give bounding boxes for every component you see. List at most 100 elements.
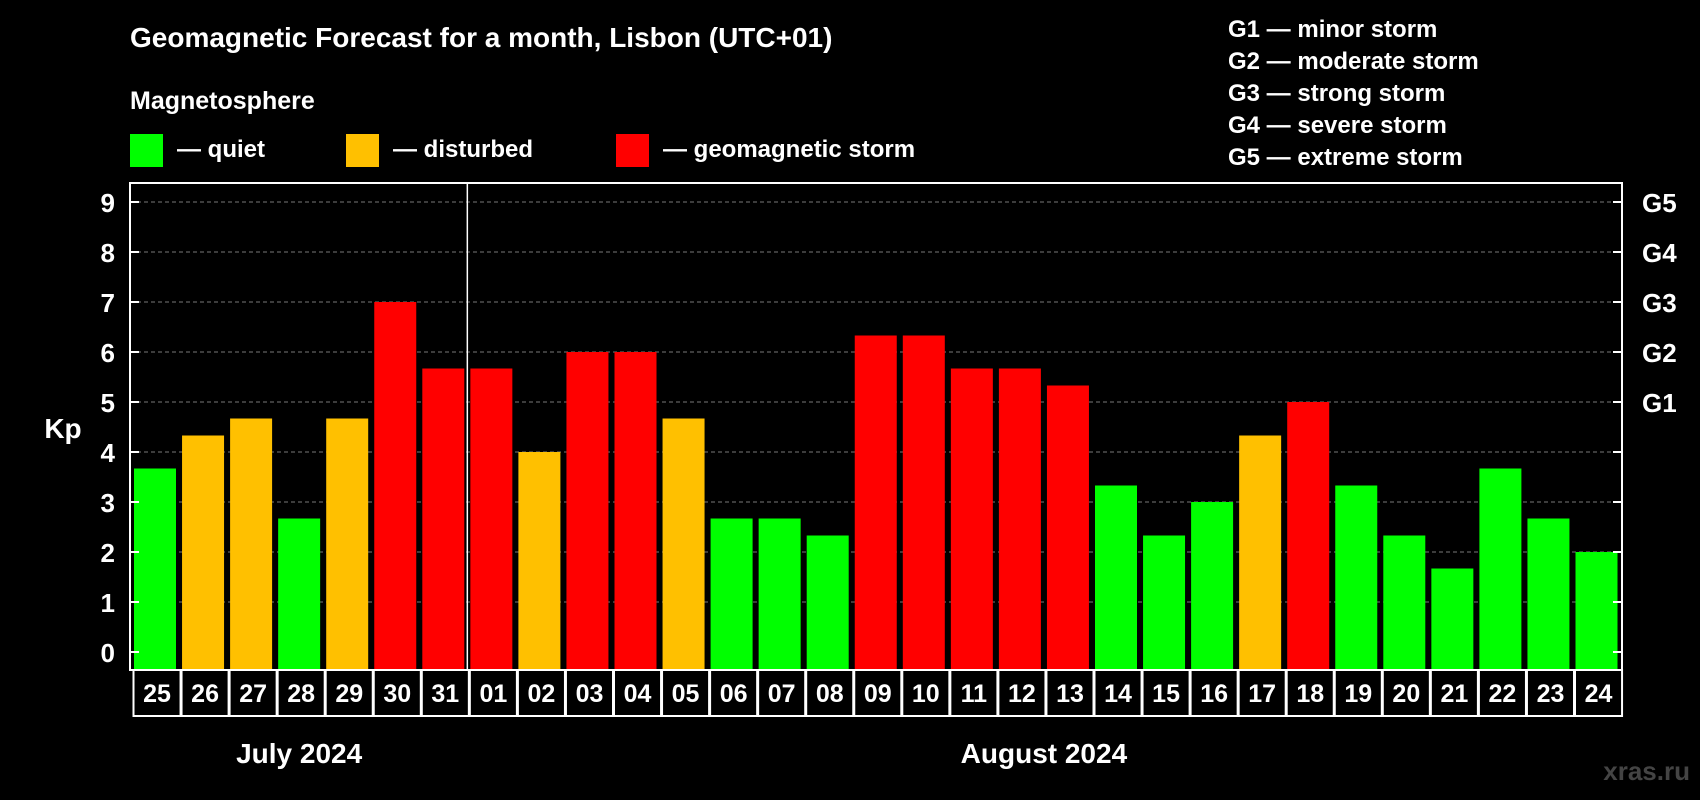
bar-12: [710, 518, 753, 670]
x-axis-dates: 25 26 27 28 29 30 31 01 02 03 04 05 06 07 08 09 10 11 12 13…: [132, 669, 1624, 717]
x-date-cell: [1525, 669, 1575, 717]
bar-26: [1383, 535, 1426, 670]
month-labels: July 2024 August 2024: [236, 738, 1127, 769]
x-tick-label: 24: [1585, 680, 1613, 708]
bar-30: [1575, 552, 1618, 670]
g-scale-label: G1: [1642, 388, 1677, 418]
legend-label-quiet: — quiet: [177, 136, 265, 163]
x-tick-label: 04: [624, 680, 652, 708]
x-date-cell: [853, 669, 903, 717]
legend-swatch-quiet: [130, 134, 163, 167]
x-date-cell: [1429, 669, 1479, 717]
bar-6: [422, 368, 465, 670]
bars: [134, 302, 1618, 670]
storm-scale-legend: G1 — minor storm G2 — moderate storm G3 …: [1228, 16, 1479, 171]
x-tick-label: 15: [1152, 680, 1180, 708]
bar-2: [230, 418, 273, 670]
chart-title: Geomagnetic Forecast for a month, Lisbon…: [130, 22, 832, 53]
y-axis-label: Kp: [44, 413, 81, 444]
bar-24: [1287, 402, 1330, 670]
x-date-cell: [1333, 669, 1383, 717]
bar-11: [662, 418, 705, 670]
x-tick-label: 30: [383, 680, 411, 708]
x-tick-label: 01: [479, 680, 507, 708]
storm-scale-g1: G1 — minor storm: [1228, 16, 1437, 43]
x-tick-label: 22: [1489, 680, 1517, 708]
bar-27: [1431, 568, 1474, 670]
bar-28: [1479, 468, 1522, 670]
y-tick-label: 9: [101, 188, 115, 218]
x-tick-label: 05: [672, 680, 700, 708]
x-tick-label: 31: [431, 680, 459, 708]
g-scale-label: G4: [1642, 238, 1677, 268]
legend-label-storm: — geomagnetic storm: [663, 136, 915, 163]
x-tick-label: 19: [1344, 680, 1372, 708]
bar-15: [854, 335, 897, 670]
x-date-cell: [1045, 669, 1095, 717]
x-date-cell: [1189, 669, 1239, 717]
bar-14: [806, 535, 849, 670]
x-tick-label: 20: [1392, 680, 1420, 708]
bar-9: [566, 352, 609, 670]
x-tick-label: 09: [864, 680, 892, 708]
g-scale-label: G5: [1642, 188, 1677, 218]
legend-label-disturbed: — disturbed: [393, 136, 533, 163]
x-date-cell: [516, 669, 566, 717]
storm-scale-g4: G4 — severe storm: [1228, 112, 1447, 139]
x-tick-label: 28: [287, 680, 315, 708]
bar-1: [182, 435, 225, 670]
x-tick-label: 23: [1537, 680, 1565, 708]
watermark: xras.ru: [1603, 756, 1690, 786]
x-tick-label: 26: [191, 680, 219, 708]
bar-13: [758, 518, 801, 670]
bar-25: [1335, 485, 1378, 670]
x-date-cell: [901, 669, 951, 717]
bar-8: [518, 452, 561, 670]
x-tick-label: 16: [1200, 680, 1228, 708]
x-tick-label: 27: [239, 680, 267, 708]
y-tick-label: 6: [101, 338, 115, 368]
storm-scale-g2: G2 — moderate storm: [1228, 48, 1479, 75]
x-tick-label: 06: [720, 680, 748, 708]
x-tick-label: 25: [143, 680, 171, 708]
x-tick-label: 02: [528, 680, 556, 708]
legend-swatch-storm: [616, 134, 649, 167]
y-tick-label: 8: [101, 238, 115, 268]
x-date-cell: [420, 669, 470, 717]
legend-swatch-disturbed: [346, 134, 379, 167]
x-date-cell: [1285, 669, 1335, 717]
x-tick-label: 07: [768, 680, 796, 708]
bar-10: [614, 352, 657, 670]
x-tick-label: 17: [1248, 680, 1276, 708]
x-date-cell: [564, 669, 615, 717]
bar-4: [326, 418, 369, 670]
bar-17: [950, 368, 993, 670]
x-tick-label: 11: [961, 680, 988, 708]
x-date-cell: [949, 669, 999, 717]
legend: — quiet — disturbed — geomagnetic storm: [130, 134, 915, 167]
bar-16: [902, 335, 945, 670]
bar-18: [998, 368, 1041, 670]
y-tick-label: 0: [101, 638, 115, 668]
y-axis-left: 0 1 2 3 4 5 6 7 8 9: [101, 188, 139, 668]
x-tick-label: 18: [1296, 680, 1324, 708]
y-tick-label: 5: [101, 388, 115, 418]
bar-3: [278, 518, 321, 670]
storm-scale-g5: G5 — extreme storm: [1228, 144, 1463, 171]
g-scale-label: G3: [1642, 288, 1677, 318]
storm-scale-g3: G3 — strong storm: [1228, 80, 1445, 107]
x-tick-label: 29: [335, 680, 363, 708]
x-tick-label: 14: [1104, 680, 1132, 708]
y-tick-label: 4: [101, 438, 116, 468]
x-tick-label: 12: [1008, 680, 1036, 708]
legend-heading: Magnetosphere: [130, 87, 315, 115]
y-tick-label: 2: [101, 538, 115, 568]
x-date-cell: [1093, 669, 1143, 717]
x-date-cell: [805, 669, 855, 717]
y-tick-label: 3: [101, 488, 115, 518]
x-tick-label: 08: [816, 680, 844, 708]
bar-21: [1143, 535, 1186, 670]
x-tick-label: 21: [1440, 680, 1468, 708]
x-date-cell: [276, 669, 326, 717]
x-date-cell: [661, 669, 711, 717]
